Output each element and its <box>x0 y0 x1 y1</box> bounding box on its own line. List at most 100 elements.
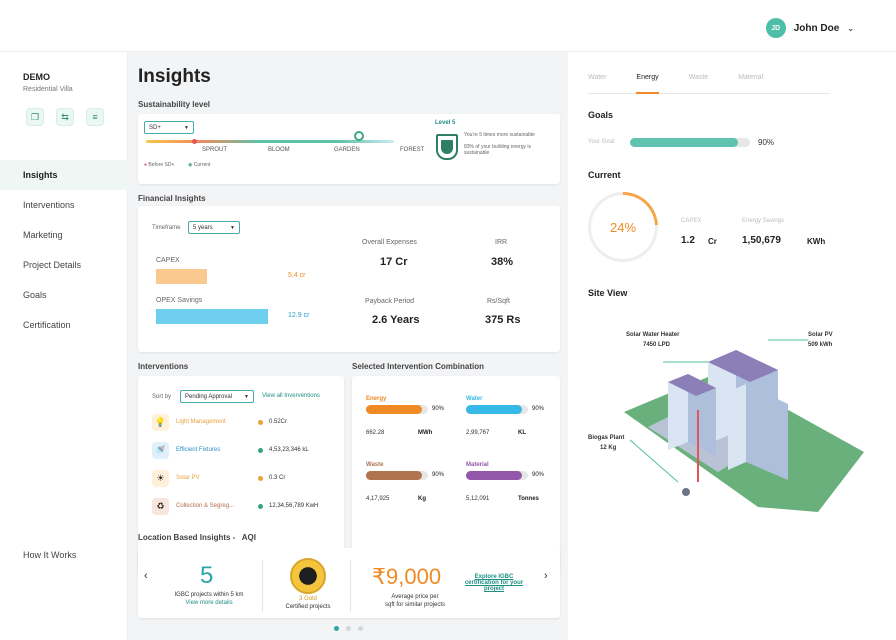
sustainability-note-1: You're 5 times more sustainable <box>464 132 535 138</box>
sustainability-select[interactable]: SD+ ▼ <box>144 121 194 134</box>
sidebar-item-certification[interactable]: Certification <box>23 320 71 330</box>
carousel-dot[interactable] <box>334 626 339 631</box>
overall-expenses-label: Overall Expenses <box>362 239 417 246</box>
badge-tree-icon <box>441 140 453 154</box>
intervention-icon: ♻ <box>152 498 169 515</box>
dropdown-triangle-icon: ▼ <box>244 393 249 400</box>
selected-progress-track <box>366 405 428 414</box>
intervention-value: 0.52Cr <box>269 419 288 425</box>
selected-item-unit: Tonnes <box>518 496 539 502</box>
status-dot <box>258 448 263 453</box>
list-item[interactable]: 🚿 Efficient Fixtures 4,53,23,346 kL <box>152 442 352 462</box>
compare-icon[interactable]: ⇆ <box>56 108 74 126</box>
level-forest: FOREST <box>400 147 425 153</box>
biogas-unit <box>682 488 690 496</box>
timeframe-select-value: 5 years <box>193 224 213 231</box>
sidebar-item-project-details[interactable]: Project Details <box>23 260 82 270</box>
chevron-down-icon[interactable]: ⌄ <box>847 23 854 33</box>
intervention-value: 0.3 Cr <box>269 475 286 481</box>
selected-item: Energy 90% 662.28 MWh <box>366 396 462 436</box>
list-item[interactable]: ♻ Collection & Segreg... 12,34,56,789 KwH <box>152 498 352 518</box>
avg-price: ₹9,000 <box>372 564 442 589</box>
sidebar-item-interventions[interactable]: Interventions <box>23 200 75 210</box>
intervention-name[interactable]: Solar PV <box>176 475 200 481</box>
sort-select[interactable]: Pending Approval ▼ <box>180 390 254 403</box>
selected-item-value: 4,17,925 <box>366 496 390 502</box>
carousel-dot[interactable] <box>346 626 351 631</box>
carousel-dot[interactable] <box>358 626 363 631</box>
top-bar: JD John Doe ⌄ <box>0 0 896 52</box>
intervention-name[interactable]: Efficient Fixtures <box>176 447 221 453</box>
page-title: Insights <box>138 66 211 87</box>
energy-savings-value: 1,50,679 <box>742 235 781 246</box>
legend-before-label: Before SD+ <box>148 162 175 168</box>
rs-sqft-value: 375 Rs <box>485 314 521 326</box>
tab-water[interactable]: Water <box>588 74 607 81</box>
sidebar: DEMO Residential Villa ❐ ⇆ ≡ Insights In… <box>0 52 128 640</box>
selected-item-percent: 90% <box>532 472 545 478</box>
selected-progress-fill <box>366 405 422 414</box>
avatar[interactable]: JD <box>765 18 786 38</box>
status-dot <box>258 504 263 509</box>
selected-card: Energy 90% 662.28 MWh Water 90% 2,99,767 KL Wast… <box>352 376 560 574</box>
add-list-icon[interactable]: ≡ <box>86 108 104 126</box>
gold-count: 3 Gold <box>299 596 317 602</box>
financial-card: Timeframe 5 years ▼ CAPEX 5.4 cr OPEX Sav… <box>138 206 560 352</box>
sort-select-value: Pending Approval <box>185 393 233 400</box>
tab-energy[interactable]: Energy <box>636 74 659 94</box>
divider <box>350 560 351 612</box>
sustainability-heading: Sustainability level <box>138 100 211 109</box>
main-content: Insights Sustainability level SD+ ▼ SPROU… <box>128 52 568 640</box>
tower-2 <box>668 374 716 456</box>
site-view-3d-model[interactable] <box>568 322 896 522</box>
current-ring: 24% <box>588 192 658 262</box>
user-name[interactable]: John Doe <box>793 22 840 34</box>
category-tabs: Water Energy Waste Material <box>588 74 830 94</box>
aqi-link[interactable]: AQI <box>241 533 256 542</box>
goals-heading: Goals <box>588 110 614 120</box>
location-card: ‹ 5 IGBC projects within 5 km View more … <box>138 548 560 618</box>
financial-heading: Financial Insights <box>138 194 206 203</box>
sustainability-card: SD+ ▼ SPROUT BLOOM GARDEN FOREST ● Before… <box>138 114 560 184</box>
chevron-right-icon[interactable]: › <box>544 570 548 582</box>
selected-item-unit: MWh <box>418 430 433 436</box>
chevron-left-icon[interactable]: ‹ <box>144 570 148 582</box>
view-all-interventions-link[interactable]: View all Inverventions <box>262 393 320 399</box>
list-item[interactable]: ☀ Solar PV 0.3 Cr <box>152 470 352 490</box>
sidebar-item-goals[interactable]: Goals <box>23 290 47 300</box>
copy-icon[interactable]: ❐ <box>26 108 44 126</box>
view-more-details-link[interactable]: View more details <box>185 600 233 606</box>
selected-item: Water 90% 2,99,767 KL <box>466 396 562 436</box>
status-dot <box>258 476 263 481</box>
overall-expenses-value: 17 Cr <box>380 256 408 268</box>
intervention-value: 4,53,23,346 kL <box>269 447 309 453</box>
payback-value: 2.6 Years <box>372 314 420 326</box>
timeframe-select[interactable]: 5 years ▼ <box>188 221 240 234</box>
intervention-icon: 💡 <box>152 414 169 431</box>
current-heading: Current <box>588 170 621 180</box>
sidebar-item-marketing[interactable]: Marketing <box>23 230 63 240</box>
nearby-count: 5 <box>200 562 214 589</box>
project-name: DEMO <box>23 72 50 82</box>
intervention-name[interactable]: Collection & Segreg... <box>176 503 235 509</box>
legend-current-label: Current <box>193 162 211 168</box>
intervention-name[interactable]: Light Management <box>176 419 226 425</box>
sidebar-item-insights[interactable]: Insights <box>0 160 128 190</box>
capex-value-right: 1.2 <box>681 235 695 246</box>
selected-item: Waste 90% 4,17,925 Kg <box>366 462 462 502</box>
selected-item-percent: 90% <box>432 406 445 412</box>
selected-item-value: 662.28 <box>366 430 385 436</box>
explore-line-2: certification for your <box>464 580 524 586</box>
site-view-heading: Site View <box>588 288 628 298</box>
how-it-works-link[interactable]: How It Works <box>23 550 77 560</box>
tower-3 <box>728 384 788 480</box>
list-item[interactable]: 💡 Light Management 0.52Cr <box>152 414 352 434</box>
explore-line-1: Explore IGBC <box>474 574 514 580</box>
tab-waste[interactable]: Waste <box>688 74 709 81</box>
tab-material[interactable]: Material <box>738 74 764 81</box>
selected-item-value: 2,99,767 <box>466 430 490 436</box>
user-menu[interactable]: JD John Doe ⌄ <box>765 18 854 38</box>
avg-price-desc-2: sqft for similar projects <box>384 602 445 608</box>
legend-current: ◉ Current <box>188 162 210 168</box>
explore-igbc-link[interactable]: Explore IGBC certification for your proj… <box>458 574 530 592</box>
